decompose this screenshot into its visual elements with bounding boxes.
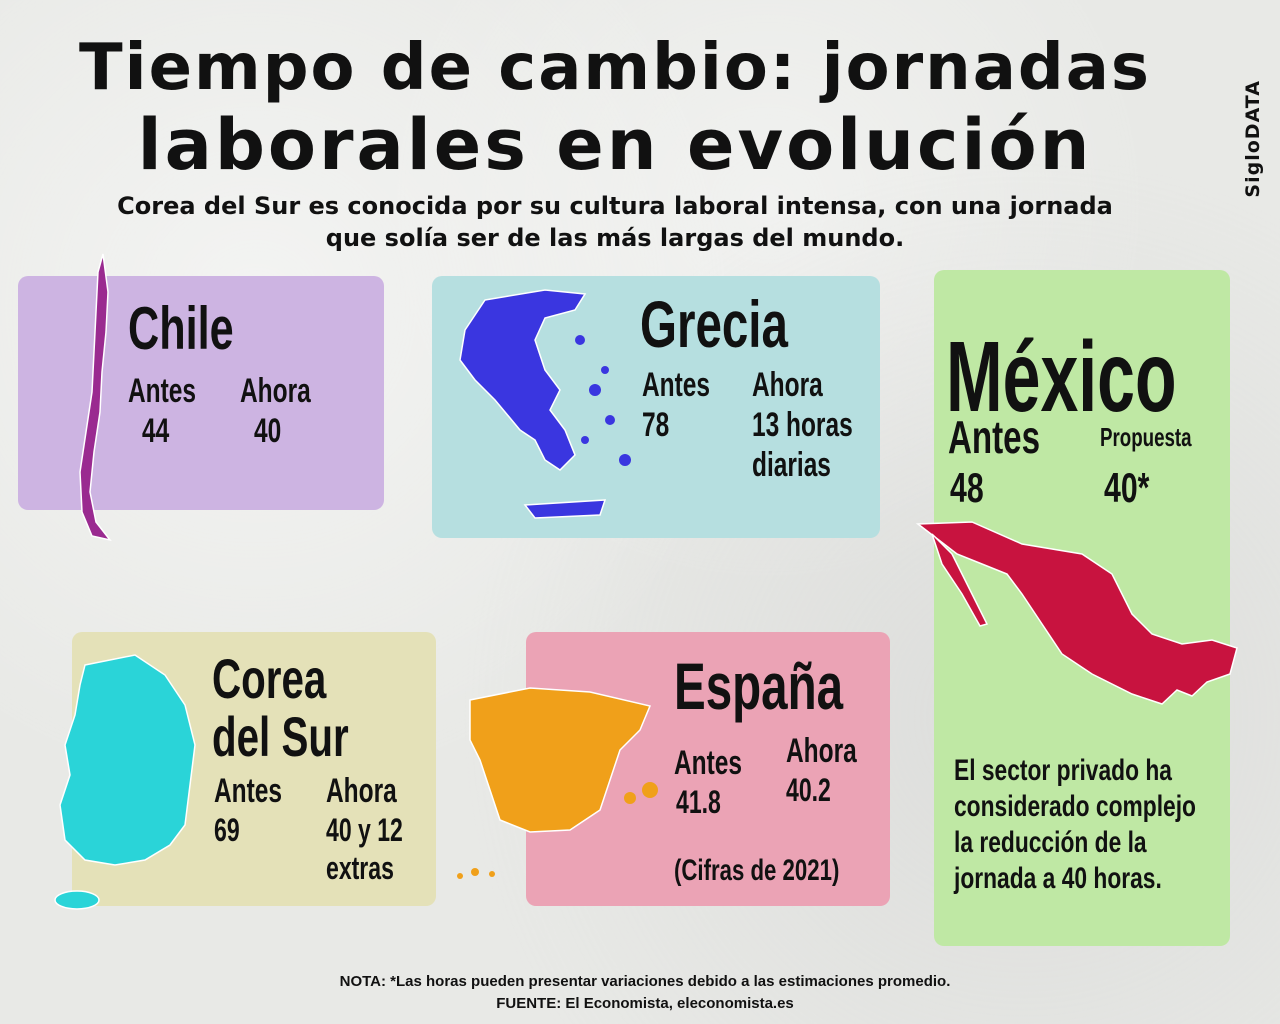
corea-map-icon: [54, 654, 196, 910]
corea-now-label: Ahora: [326, 772, 397, 810]
corea-before-label: Antes: [214, 772, 283, 810]
brand-logo: SigloDATA: [1242, 80, 1264, 198]
corea-before-value: 69: [214, 812, 240, 848]
grecia-name: Grecia: [640, 287, 788, 361]
espana-year-note: (Cifras de 2021): [674, 854, 840, 887]
grecia-now-value-line2: diarias: [752, 446, 831, 484]
chile-map-icon: [79, 253, 112, 542]
page-title-line-1: Tiempo de cambio: jornadas: [79, 31, 1151, 105]
espana-before-label: Antes: [674, 744, 743, 782]
chile-name: Chile: [128, 295, 234, 362]
mexico-note-line4: jornada a 40 horas.: [954, 862, 1162, 895]
espana-now-label: Ahora: [786, 732, 857, 770]
mexico-note-line2: considerado complejo: [954, 790, 1196, 823]
grecia-now-value-line1: 13 horas: [752, 406, 853, 444]
chile-card: [18, 276, 384, 510]
page-subtitle: Corea del Sur es conocida por su cultura…: [117, 192, 1113, 252]
corea-now-value-line1: 40 y 12: [326, 812, 403, 848]
espana-before-value: 41.8: [676, 784, 721, 820]
grecia-before-label: Antes: [642, 366, 711, 404]
chile-now-value: 40: [254, 412, 282, 450]
espana-name: España: [674, 649, 844, 723]
corea-now-value-line2: extras: [326, 850, 394, 886]
page-title-line-2: laborales en evolución: [137, 104, 1093, 186]
corea-name-line1: Corea: [212, 647, 327, 710]
mexico-now-value: 40*: [1104, 464, 1150, 511]
grecia-map-icon: [459, 289, 631, 519]
mexico-now-label: Propuesta: [1100, 422, 1192, 452]
chile-before-label: Antes: [128, 372, 197, 410]
grecia-now-label: Ahora: [752, 366, 823, 404]
mexico-note-line1: El sector privado ha: [954, 754, 1172, 787]
espana-map-icon: [457, 687, 658, 879]
grecia-before-value: 78: [642, 406, 670, 444]
mexico-name: México: [946, 321, 1177, 433]
espana-now-value: 40.2: [786, 772, 831, 808]
mexico-note-line3: la reducción de la: [954, 826, 1147, 859]
mexico-before-value: 48: [950, 464, 984, 511]
mexico-map-icon: [915, 521, 1238, 705]
mexico-before-label: Antes: [948, 411, 1041, 463]
chile-now-label: Ahora: [240, 372, 311, 410]
footer-note: NOTA: *Las horas pueden presentar variac…: [339, 973, 951, 990]
corea-name-line2: del Sur: [212, 705, 349, 768]
chile-before-value: 44: [142, 412, 170, 450]
footer-source: FUENTE: El Economista, eleconomista.es: [496, 995, 794, 1012]
